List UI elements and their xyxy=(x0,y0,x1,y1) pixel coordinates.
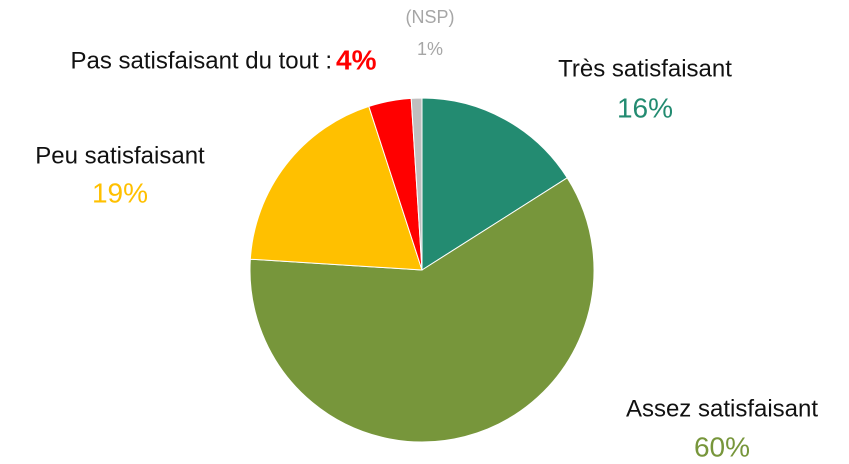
value-label: 1% xyxy=(417,39,443,59)
pie-slice xyxy=(410,97,423,271)
pie-slice xyxy=(421,97,568,271)
slice-label: Pas satisfaisant du tout : xyxy=(71,47,332,74)
value-label: 16% xyxy=(617,92,673,123)
slice-label: Assez satisfaisant xyxy=(626,395,818,422)
pie-slice xyxy=(249,105,423,271)
value-label: 4% xyxy=(336,44,377,75)
pie-slice xyxy=(249,177,595,443)
slice-label: (NSP) xyxy=(406,7,455,27)
value-label: 60% xyxy=(694,431,750,462)
value-label: 19% xyxy=(92,177,148,208)
slice-label: Très satisfaisant xyxy=(558,55,732,82)
slice-label: Peu satisfaisant xyxy=(35,142,205,169)
